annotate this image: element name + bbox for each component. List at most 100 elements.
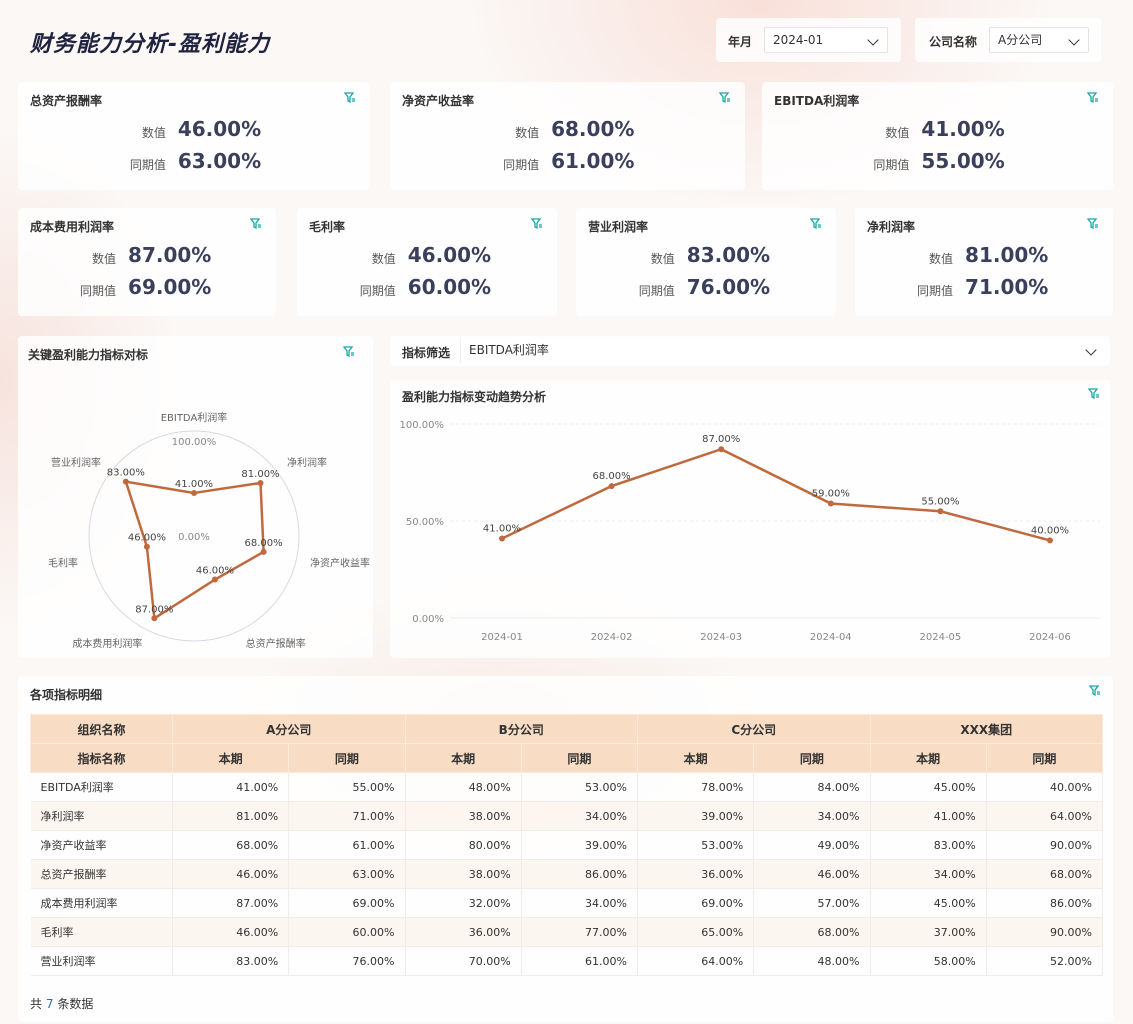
radar-data-label: 81.00% [241, 469, 279, 480]
value-cell: 83.00% [870, 830, 987, 860]
value-cell: 52.00% [986, 946, 1104, 976]
value-cell: 38.00% [405, 801, 522, 831]
filter-icon[interactable] [344, 92, 356, 104]
kpi-card: 毛利率 数值 46.00% 同期值 60.00% [297, 208, 557, 316]
detail-table: 组织名称 A分公司 B分公司 C分公司 XXX集团 指标名称 本期 同期 本期 … [30, 714, 1104, 976]
radar-axis-label: 营业利润率 [51, 456, 101, 469]
company-header: XXX集团 [869, 714, 1103, 744]
filter-icon[interactable] [1089, 685, 1101, 697]
data-label: 87.00% [702, 434, 740, 445]
value-cell: 36.00% [405, 917, 522, 947]
company-header: C分公司 [637, 714, 871, 744]
data-label: 59.00% [812, 489, 850, 500]
value-cell: 34.00% [521, 888, 639, 918]
kpi-card: 总资产报酬率 数值 46.00% 同期值 63.00% [18, 82, 370, 190]
radar-panel: 关键盈利能力指标对标 EBITDA利润率 净利润率 净资产收益率 总资产报酬率 成本费用… [18, 336, 373, 658]
company-header: B分公司 [404, 714, 638, 744]
value-cell: 78.00% [637, 772, 755, 802]
indicator-filter-label: 指标筛选 [402, 346, 451, 360]
filter-icon[interactable] [1087, 92, 1099, 104]
kpi-value-label: 数值 [885, 126, 910, 140]
value-cell: 60.00% [288, 917, 406, 947]
indicator-filter: 指标筛选 EBITDA利润率 [390, 336, 1110, 366]
metric-name-cell: 净利润率 [30, 801, 173, 831]
value-cell: 55.00% [288, 772, 406, 802]
kpi-prior-label: 同期值 [638, 284, 675, 298]
metric-name-cell: 成本费用利润率 [30, 888, 173, 918]
period-header: 本期 [869, 743, 987, 773]
kpi-title: 净利润率 [867, 220, 916, 234]
kpi-title: 总资产报酬率 [30, 94, 103, 108]
series-line [501, 447, 1051, 542]
radar-axis-label: EBITDA利润率 [161, 411, 228, 424]
kpi-card: 成本费用利润率 数值 87.00% 同期值 69.00% [18, 208, 276, 316]
metric-header: 指标名称 [30, 743, 173, 773]
row-count-prefix: 共 [30, 997, 43, 1011]
detail-title: 各项指标明细 [30, 688, 103, 702]
line-chart: 0.00% 50.00% 100.00% 41.00% 2024-01 68.00% 202… [400, 420, 1100, 643]
filter-icon[interactable] [531, 218, 543, 230]
radar-point [122, 478, 129, 485]
value-cell: 81.00% [172, 801, 290, 831]
filter-icon[interactable] [719, 92, 731, 104]
value-cell: 68.00% [172, 830, 290, 860]
radar-series-line [124, 480, 265, 621]
value-cell: 32.00% [405, 888, 522, 918]
kpi-title: 成本费用利润率 [30, 220, 115, 234]
kpi-prior-label: 同期值 [80, 284, 117, 298]
kpi-title: 毛利率 [309, 220, 346, 234]
kpi-title: EBITDA利润率 [774, 94, 860, 108]
radar-data-label: 68.00% [245, 538, 283, 549]
filter-icon[interactable] [1088, 388, 1100, 400]
radar-data-label: 46.00% [196, 566, 234, 577]
x-tick-label: 2024-04 [810, 632, 852, 643]
filter-icon[interactable] [1087, 218, 1099, 230]
kpi-prior-label: 同期值 [873, 158, 910, 172]
kpi-value-label: 数值 [92, 252, 117, 266]
row-count-number: 7 [45, 997, 54, 1011]
page-title: 财务能力分析-盈利能力 [30, 32, 271, 57]
x-tick-label: 2024-01 [481, 632, 523, 643]
radar-point [151, 615, 158, 622]
radar-scale-label: 100.00% [172, 437, 217, 448]
company-header: A分公司 [172, 714, 406, 744]
filter-icon[interactable] [343, 346, 355, 358]
filter-icon[interactable] [250, 218, 262, 230]
kpi-prior-value: 60.00% [407, 275, 492, 299]
kpi-prior-value: 63.00% [177, 149, 262, 173]
value-cell: 46.00% [172, 917, 290, 947]
year-value: 2024-01 [773, 33, 824, 47]
value-cell: 34.00% [521, 801, 639, 831]
value-cell: 48.00% [405, 772, 522, 802]
radar-axis-label: 成本费用利润率 [72, 637, 142, 650]
value-cell: 61.00% [288, 830, 406, 860]
year-select[interactable]: 2024-01 [764, 27, 888, 53]
radar-data-label: 46.00% [128, 533, 166, 544]
value-cell: 41.00% [870, 801, 987, 831]
radar-point [211, 576, 218, 583]
company-filter: 公司名称 A分公司 [915, 18, 1101, 62]
metric-name-cell: 营业利润率 [30, 946, 173, 976]
radar-panel-title: 关键盈利能力指标对标 [28, 348, 149, 362]
kpi-value: 46.00% [177, 117, 262, 141]
period-header: 本期 [171, 743, 290, 773]
kpi-prior-value: 69.00% [128, 275, 212, 299]
data-point [499, 535, 505, 542]
kpi-value: 68.00% [551, 117, 635, 141]
period-header: 同期 [985, 743, 1104, 773]
chevron-down-icon [1068, 34, 1080, 46]
metric-name-cell: EBITDA利润率 [30, 772, 173, 802]
radar-data-label: 87.00% [135, 604, 173, 615]
value-cell: 76.00% [288, 946, 406, 976]
period-header: 同期 [288, 743, 406, 773]
kpi-prior-value: 55.00% [921, 149, 1005, 173]
radar-data-label: 83.00% [107, 468, 145, 479]
company-select[interactable]: A分公司 [989, 27, 1089, 53]
radar-point [257, 479, 264, 486]
indicator-select[interactable]: EBITDA利润率 [460, 338, 1105, 364]
filter-icon[interactable] [810, 218, 822, 230]
table-row: 净资产收益率 68.00% 61.00% 80.00% 39.00% 53.00% 49.0… [30, 830, 1104, 860]
x-tick-label: 2024-06 [1029, 632, 1071, 643]
value-cell: 45.00% [870, 772, 987, 802]
value-cell: 53.00% [637, 830, 755, 860]
